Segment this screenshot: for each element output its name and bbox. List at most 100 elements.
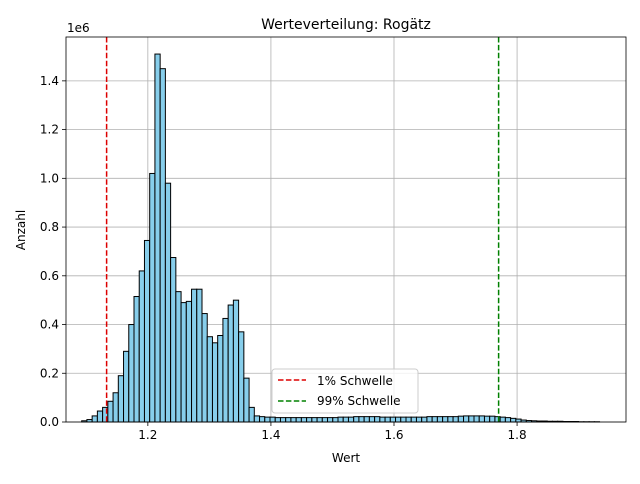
histogram-bar [296, 418, 301, 422]
histogram-bar [333, 418, 338, 422]
histogram-bar [192, 289, 197, 422]
histogram-bar [437, 417, 442, 422]
histogram-bar [260, 417, 265, 422]
histogram-bar [286, 418, 291, 422]
histogram-bar [144, 240, 149, 422]
histogram-bar [223, 318, 228, 422]
histogram-bar [118, 376, 123, 422]
histogram-bar [505, 418, 510, 422]
histogram-bar [432, 417, 437, 422]
histogram-bar [160, 69, 165, 422]
histogram-bar [338, 417, 343, 422]
histogram-bar [390, 417, 395, 422]
histogram-bar [97, 411, 102, 422]
histogram-bar [134, 297, 139, 422]
histogram-bar [176, 292, 181, 422]
histogram-bar [359, 417, 364, 422]
histogram-bar [479, 416, 484, 422]
histogram-bar [150, 173, 155, 422]
histogram-bar [155, 54, 160, 422]
legend: 1% Schwelle 99% Schwelle [272, 369, 418, 413]
histogram-bar [453, 417, 458, 422]
histogram-bar [181, 303, 186, 422]
histogram-bar [364, 417, 369, 422]
y-axis-label: Anzahl [14, 210, 28, 250]
histogram-bar [171, 258, 176, 422]
histogram-bar [228, 305, 233, 422]
histogram-bar [427, 417, 432, 422]
histogram-bar [202, 314, 207, 422]
histogram-bar [469, 416, 474, 422]
x-tick-label: 1.4 [261, 428, 280, 442]
histogram-bar [500, 417, 505, 422]
y-axis-offset-label: 1e6 [67, 21, 90, 35]
y-tick-label: 0.0 [40, 415, 59, 429]
histogram-bar [207, 337, 212, 422]
histogram-bar [139, 271, 144, 422]
histogram-bar [233, 300, 238, 422]
histogram-bar [218, 335, 223, 422]
histogram-bar [495, 417, 500, 422]
x-tick-label: 1.2 [138, 428, 157, 442]
histogram-bar [113, 393, 118, 422]
histogram-bar [511, 418, 516, 422]
histogram-bar [197, 289, 202, 422]
legend-label-99pct: 99% Schwelle [317, 394, 401, 408]
histogram-bar [406, 417, 411, 422]
histogram-bar [516, 419, 521, 422]
histogram-bar [448, 417, 453, 422]
histogram-bar [317, 418, 322, 422]
histogram-bar [244, 378, 249, 422]
x-tick-label: 1.6 [384, 428, 403, 442]
x-axis-label: Wert [332, 451, 360, 465]
histogram-bar [385, 417, 390, 422]
histogram-bar [464, 416, 469, 422]
y-tick-label: 1.4 [40, 74, 59, 88]
histogram-bar [129, 325, 134, 422]
histogram-bar [422, 417, 427, 422]
histogram-bar [307, 418, 312, 422]
histogram-bar [186, 301, 191, 422]
histogram-bar [270, 417, 275, 422]
histogram-bar [254, 416, 259, 422]
histogram-bar [443, 417, 448, 422]
histogram-bar [490, 416, 495, 422]
histogram-bar [291, 418, 296, 422]
histogram-bar [458, 416, 463, 422]
histogram-bar [416, 417, 421, 422]
y-tick-label: 0.2 [40, 366, 59, 380]
legend-label-1pct: 1% Schwelle [317, 374, 393, 388]
histogram-bar [312, 418, 317, 422]
histogram-bar [484, 416, 489, 422]
histogram-bar [124, 351, 129, 422]
y-tick-label: 0.6 [40, 269, 59, 283]
histogram-bar [411, 417, 416, 422]
histogram-bar [328, 418, 333, 422]
histogram-bar [396, 417, 401, 422]
histogram-bar [301, 418, 306, 422]
y-tick-label: 1.0 [40, 171, 59, 185]
histogram-bar [265, 417, 270, 422]
histogram-bar [280, 418, 285, 422]
histogram-bar [239, 332, 244, 422]
histogram-bar [375, 417, 380, 422]
histogram-bar [275, 418, 280, 422]
histogram-bar [92, 416, 97, 422]
histogram-bar [354, 417, 359, 422]
histogram-bar [401, 417, 406, 422]
x-tick-label: 1.8 [508, 428, 527, 442]
histogram-bar [380, 417, 385, 422]
y-tick-label: 0.4 [40, 318, 59, 332]
histogram-bar [343, 417, 348, 422]
histogram-bar [108, 401, 113, 422]
histogram-bar [369, 417, 374, 422]
y-tick-label: 0.8 [40, 220, 59, 234]
histogram-bar [474, 416, 479, 422]
histogram-bar [212, 343, 217, 422]
histogram-bar [165, 183, 170, 422]
histogram-bar [249, 407, 254, 422]
histogram-bar [348, 417, 353, 422]
histogram-bar [322, 418, 327, 422]
